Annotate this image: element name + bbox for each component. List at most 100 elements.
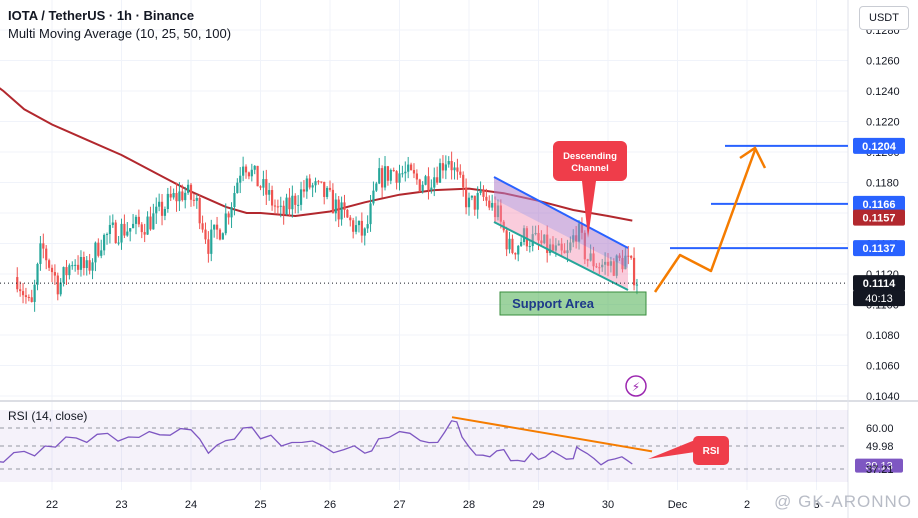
candle-body <box>79 257 83 270</box>
time-tick-label: 26 <box>324 499 336 511</box>
time-tick-label: 28 <box>463 499 475 511</box>
candle-body <box>346 209 349 218</box>
candle-body <box>111 222 114 225</box>
candle-body <box>230 207 233 218</box>
candle-body <box>476 192 479 210</box>
candle-body <box>184 192 187 201</box>
time-tick-label: 24 <box>185 499 197 511</box>
candle-body <box>517 245 520 255</box>
candle-body <box>407 164 410 172</box>
candle-body <box>224 213 227 234</box>
candle-body <box>389 169 392 181</box>
candle-body <box>74 264 77 266</box>
candle-body <box>444 164 447 171</box>
price-tick-label: 0.1260 <box>866 56 900 68</box>
candle-body <box>323 181 326 197</box>
price-label-box <box>853 195 905 212</box>
candle-body <box>470 195 473 198</box>
candle-body <box>433 177 436 188</box>
price-tick-label: 0.1040 <box>866 391 900 403</box>
candle-body <box>606 261 610 266</box>
candle-body <box>244 166 248 173</box>
candle-body <box>320 181 323 183</box>
time-tick-label: 22 <box>46 499 58 511</box>
price-tick-label: 0.1180 <box>866 178 899 190</box>
candle-body <box>488 200 491 208</box>
descending-channel <box>493 176 629 291</box>
candle-body <box>103 234 106 251</box>
candle-body <box>621 258 624 270</box>
candle-body <box>273 205 277 207</box>
candle-body <box>215 224 219 230</box>
candle-body <box>210 229 213 254</box>
moving-average-line <box>0 87 633 222</box>
candle-body <box>612 261 615 276</box>
time-axis: 22 23 24 25 26 27 28 29 30 Dec 2 3 <box>46 499 820 511</box>
candle-body <box>140 224 143 233</box>
candle-body <box>369 203 372 225</box>
candle-body <box>279 205 282 207</box>
candle-body <box>45 248 48 261</box>
candle-body <box>395 171 398 183</box>
candle-body <box>551 244 555 251</box>
candle-body <box>256 165 259 187</box>
candle-body <box>39 243 42 264</box>
price-label: 0.1204 <box>862 141 897 153</box>
candle-body <box>586 259 589 261</box>
candle-body <box>331 189 334 214</box>
candle-body <box>392 169 395 172</box>
rsi-current-box <box>855 458 903 473</box>
candle-body <box>227 213 230 218</box>
candle-body <box>76 264 80 270</box>
candle-body <box>378 168 381 184</box>
candle-body <box>340 202 343 220</box>
candle-body <box>569 242 572 251</box>
support-box <box>499 291 647 316</box>
candle-body <box>297 204 300 206</box>
candle-body <box>288 197 291 210</box>
candle-body <box>615 255 618 276</box>
projection-path <box>653 149 757 293</box>
candle-body <box>554 245 557 251</box>
candle-body <box>404 171 407 174</box>
candle-body <box>172 193 175 198</box>
candle-body <box>242 166 245 176</box>
candle-body <box>436 177 439 183</box>
candle-body <box>137 216 140 225</box>
support-label: Support Area <box>512 296 595 311</box>
rsi-panel: RSI <box>0 410 848 482</box>
candle-body <box>508 238 511 250</box>
candle-body <box>412 170 416 174</box>
time-tick-label: 3 <box>813 499 819 511</box>
indicator-label: Multi Moving Average (10, 25, 50, 100) <box>8 26 232 41</box>
price-label: 0.1114 <box>863 278 896 290</box>
candle-body <box>328 187 332 190</box>
candle-body <box>514 252 517 255</box>
price-tick-label: 0.1060 <box>866 361 900 373</box>
candle-body <box>71 265 74 267</box>
channel-callout-pointer <box>582 181 596 238</box>
channel-callout-box <box>553 141 627 181</box>
candle-body <box>189 184 193 200</box>
time-tick-label: 29 <box>532 499 544 511</box>
candle-body <box>305 178 308 192</box>
watermark: @ GK-ARONNO <box>774 492 912 511</box>
candle-body <box>491 202 494 208</box>
candle-body <box>499 205 502 222</box>
candle-body <box>427 176 430 191</box>
candle-body <box>572 235 575 243</box>
candle-body <box>82 257 85 269</box>
candle-body <box>589 253 592 261</box>
candle-body <box>383 166 387 188</box>
channel-fill <box>494 177 628 290</box>
currency-button[interactable]: USDT <box>859 6 909 30</box>
ma-100-line <box>0 87 633 222</box>
candle-body <box>363 228 366 236</box>
candle-body <box>131 223 135 229</box>
candle-body <box>21 291 25 296</box>
channel-upper-line <box>493 176 629 249</box>
candle-body <box>97 242 100 256</box>
candle-body <box>282 205 285 215</box>
price-label-box <box>853 209 905 226</box>
